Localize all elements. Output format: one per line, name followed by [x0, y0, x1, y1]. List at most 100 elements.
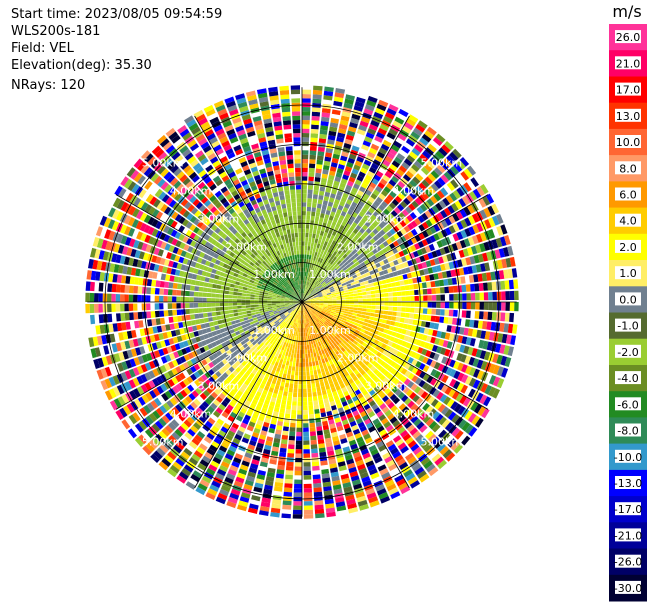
- velocity-gate: [374, 289, 380, 294]
- velocity-gate: [475, 417, 484, 428]
- velocity-gate: [276, 302, 281, 304]
- velocity-gate: [207, 417, 216, 425]
- velocity-gate: [286, 307, 291, 310]
- velocity-gate: [255, 446, 263, 453]
- velocity-gate: [254, 306, 260, 310]
- velocity-gate: [99, 215, 108, 226]
- velocity-gate: [259, 342, 265, 348]
- velocity-gate: [337, 267, 343, 272]
- velocity-gate: [225, 340, 231, 346]
- velocity-gate: [276, 425, 283, 431]
- velocity-gate: [352, 375, 358, 382]
- velocity-gate: [129, 390, 137, 400]
- velocity-gate: [304, 319, 306, 324]
- velocity-gate: [285, 313, 290, 317]
- velocity-gate: [340, 415, 347, 422]
- velocity-gate: [309, 422, 316, 428]
- velocity-gate: [379, 243, 386, 250]
- velocity-gate: [488, 302, 493, 311]
- velocity-gate: [317, 309, 322, 312]
- velocity-gate: [411, 200, 419, 209]
- velocity-gate: [309, 287, 313, 292]
- velocity-gate: [332, 284, 338, 288]
- velocity-gate: [235, 348, 242, 354]
- velocity-gate: [314, 287, 319, 291]
- velocity-gate: [217, 333, 223, 339]
- velocity-gate: [402, 323, 408, 330]
- velocity-gate: [411, 367, 419, 375]
- velocity-gate: [323, 306, 328, 309]
- velocity-gate: [365, 312, 371, 316]
- velocity-gate: [280, 303, 285, 305]
- velocity-gate: [189, 332, 195, 339]
- velocity-gate: [324, 313, 329, 317]
- velocity-gate: [226, 376, 233, 383]
- velocity-gate: [312, 94, 322, 100]
- velocity-gate: [370, 359, 377, 366]
- velocity-gate: [152, 387, 161, 397]
- velocity-gate: [172, 309, 177, 316]
- velocity-gate: [186, 368, 193, 376]
- velocity-gate: [314, 500, 324, 506]
- velocity-gate: [340, 319, 346, 324]
- velocity-gate: [250, 351, 256, 357]
- velocity-gate: [160, 203, 168, 213]
- velocity-gate: [306, 206, 312, 212]
- velocity-gate: [274, 337, 279, 342]
- velocity-gate: [364, 418, 372, 425]
- velocity-gate: [304, 319, 307, 324]
- velocity-gate: [220, 382, 227, 389]
- velocity-gate: [147, 216, 155, 226]
- velocity-gate: [320, 412, 327, 418]
- velocity-gate: [281, 439, 288, 445]
- velocity-gate: [457, 362, 464, 371]
- velocity-gate: [353, 197, 360, 204]
- velocity-gate: [389, 393, 397, 401]
- velocity-gate: [311, 269, 315, 274]
- velocity-gate: [309, 317, 312, 322]
- velocity-gate: [303, 410, 308, 415]
- velocity-gate: [340, 308, 345, 311]
- velocity-gate: [299, 306, 301, 311]
- velocity-gate: [313, 491, 323, 497]
- velocity-gate: [146, 402, 155, 412]
- velocity-gate: [176, 392, 185, 401]
- velocity-gate: [294, 375, 299, 380]
- velocity-gate: [305, 304, 309, 309]
- velocity-gate: [357, 354, 364, 360]
- velocity-gate: [477, 273, 483, 282]
- velocity-gate: [447, 317, 453, 325]
- velocity-gate: [330, 234, 335, 240]
- velocity-gate: [211, 425, 220, 433]
- velocity-gate: [277, 291, 283, 295]
- velocity-gate: [292, 401, 297, 406]
- velocity-gate: [189, 308, 195, 314]
- velocity-gate: [431, 453, 442, 463]
- velocity-gate: [309, 268, 313, 274]
- velocity-gate: [311, 330, 315, 335]
- velocity-gate: [271, 324, 277, 329]
- velocity-gate: [322, 362, 327, 368]
- velocity-gate: [356, 231, 363, 237]
- velocity-gate: [235, 476, 245, 484]
- velocity-gate: [192, 325, 198, 332]
- velocity-gate: [251, 495, 261, 502]
- velocity-gate: [360, 217, 367, 224]
- velocity-gate: [407, 260, 413, 267]
- velocity-gate: [403, 378, 411, 386]
- velocity-gate: [151, 218, 159, 228]
- velocity-gate: [126, 266, 133, 275]
- velocity-gate: [136, 375, 144, 385]
- velocity-gate: [162, 402, 171, 412]
- velocity-gate: [248, 282, 254, 286]
- velocity-gate: [247, 360, 253, 366]
- velocity-gate: [297, 397, 302, 402]
- velocity-gate: [331, 475, 340, 482]
- velocity-gate: [256, 356, 262, 362]
- velocity-gate: [206, 327, 212, 333]
- velocity-gate: [312, 339, 316, 344]
- velocity-gate: [296, 353, 300, 359]
- velocity-gate: [307, 396, 313, 402]
- velocity-gate: [258, 295, 264, 298]
- velocity-gate: [232, 324, 238, 329]
